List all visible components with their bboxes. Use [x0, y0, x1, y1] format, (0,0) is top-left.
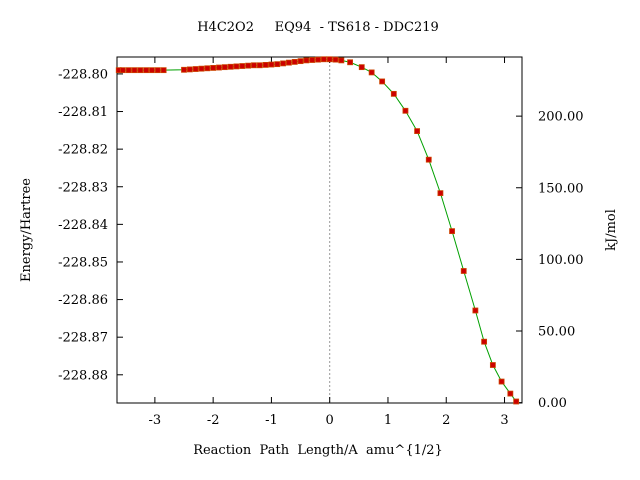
data-point — [425, 156, 432, 163]
data-point — [402, 107, 409, 114]
data-point — [291, 58, 298, 65]
y-tick-label-left: -228.83 — [58, 180, 108, 195]
data-point — [186, 66, 193, 73]
data-point — [315, 56, 321, 63]
data-point — [414, 128, 421, 134]
y-tick-label-left: -228.80 — [58, 67, 108, 82]
data-point — [390, 90, 397, 97]
data-point — [379, 78, 386, 85]
data-point — [286, 59, 292, 66]
data-point — [233, 63, 240, 70]
data-point — [221, 64, 228, 71]
y-tick-label-right: 200.00 — [538, 110, 584, 125]
series-line — [118, 58, 517, 402]
x-tick-label: 0 — [326, 413, 334, 428]
data-point — [245, 62, 252, 69]
data-point — [125, 67, 132, 74]
y-tick-label-right: 0.00 — [538, 396, 567, 411]
data-point — [268, 61, 275, 68]
data-point — [472, 307, 479, 314]
data-point — [227, 63, 234, 70]
data-point — [437, 190, 444, 197]
y-axis-title-right: kJ/mol — [604, 209, 619, 251]
x-tick-label: -2 — [207, 413, 220, 428]
data-point — [160, 67, 167, 74]
data-point — [326, 56, 333, 63]
y-tick-label-left: -228.87 — [58, 331, 108, 346]
x-axis-title: Reaction Path Length/A amu^{1/2} — [193, 443, 443, 458]
data-point — [239, 63, 246, 69]
x-tick-label: 3 — [500, 413, 508, 428]
y-tick-label-left: -228.84 — [58, 218, 108, 233]
data-point — [251, 62, 257, 69]
data-point — [198, 65, 205, 72]
data-point — [119, 67, 126, 74]
data-point — [256, 62, 263, 69]
data-point — [303, 57, 310, 64]
y-tick-label-left: -228.82 — [58, 143, 108, 158]
data-point — [358, 64, 365, 71]
x-tick-label: 1 — [384, 413, 392, 428]
data-point — [131, 67, 138, 74]
chart-title: H4C2O2 EQ94 - TS618 - DDC219 — [197, 20, 439, 35]
data-point — [498, 378, 505, 385]
data-point — [507, 390, 514, 397]
data-point — [309, 57, 316, 63]
data-point — [274, 61, 281, 68]
plot-area: -3 -2 -1 0 1 2 3 -228.80 -228.81 -228.82 -228.83 -2… — [58, 56, 584, 428]
y-tick-label-left: -228.88 — [58, 368, 108, 383]
y-tick-label-left: -228.86 — [58, 293, 108, 308]
data-point — [216, 64, 222, 71]
data-point — [149, 67, 155, 74]
data-point — [338, 57, 345, 64]
data-point — [154, 67, 161, 74]
data-point — [192, 66, 199, 72]
data-point — [210, 65, 217, 71]
data-point — [513, 398, 520, 405]
data-point — [320, 56, 327, 63]
data-point — [262, 62, 269, 68]
data-point — [181, 66, 187, 73]
data-point — [368, 69, 375, 76]
plot-frame — [116, 56, 523, 404]
data-point — [297, 58, 304, 65]
y-axis-title-left: Energy/Hartree — [19, 178, 34, 282]
x-tick-label: -1 — [265, 413, 278, 428]
data-point — [481, 338, 488, 345]
data-point — [489, 362, 496, 368]
y-tick-label-right: 100.00 — [538, 253, 584, 268]
data-point — [449, 228, 455, 235]
data-point — [137, 67, 144, 74]
x-tick-label: -3 — [149, 413, 162, 428]
y-tick-label-left: -228.81 — [58, 105, 108, 120]
data-point — [204, 65, 211, 72]
x-tick-label: 2 — [442, 413, 450, 428]
data-point — [460, 268, 467, 274]
data-point — [347, 59, 353, 66]
data-point — [143, 67, 150, 74]
data-point — [280, 60, 286, 67]
y-tick-label-left: -228.85 — [58, 255, 108, 270]
y-tick-label-right: 150.00 — [538, 181, 584, 196]
y-tick-label-right: 50.00 — [538, 325, 575, 340]
data-point — [332, 56, 339, 63]
